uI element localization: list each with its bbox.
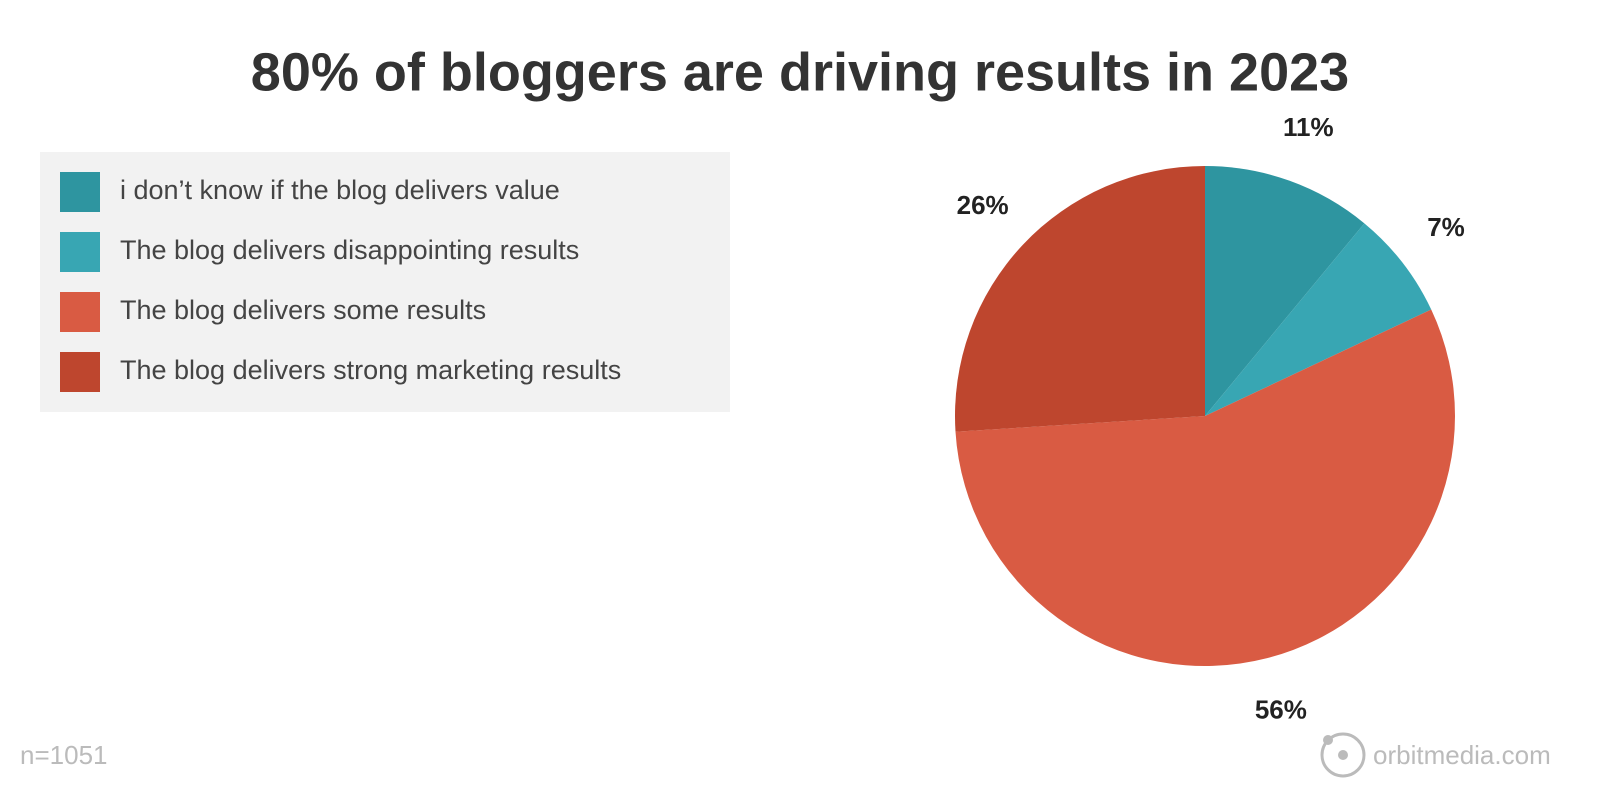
value-label: 56% xyxy=(1255,694,1307,724)
value-label: 26% xyxy=(957,190,1009,220)
logo: orbitmedia.com xyxy=(1320,732,1551,778)
logo-dot xyxy=(1338,750,1348,760)
legend-box xyxy=(40,152,730,412)
legend-swatch xyxy=(60,352,100,392)
value-label: 11% xyxy=(1283,112,1334,142)
logo-ring xyxy=(1320,732,1366,778)
legend-label: i don’t know if the blog delivers value xyxy=(120,175,560,205)
sample-size: n=1051 xyxy=(20,740,107,770)
pie-slice xyxy=(955,309,1455,667)
pie-slice xyxy=(1205,223,1432,416)
legend-label: The blog delivers some results xyxy=(120,295,486,325)
logo-text: orbitmedia.com xyxy=(1373,740,1551,770)
pie-slice xyxy=(1205,166,1365,416)
value-label: 7% xyxy=(1427,212,1465,242)
logo-orbit-dot xyxy=(1323,735,1333,745)
pie-slice xyxy=(955,166,1205,432)
legend-label: The blog delivers strong marketing resul… xyxy=(120,355,621,385)
legend-swatch xyxy=(60,232,100,272)
legend-swatch xyxy=(60,172,100,212)
legend-swatch xyxy=(60,292,100,332)
chart-title: 80% of bloggers are driving results in 2… xyxy=(251,42,1349,102)
legend-label: The blog delivers disappointing results xyxy=(120,235,579,265)
